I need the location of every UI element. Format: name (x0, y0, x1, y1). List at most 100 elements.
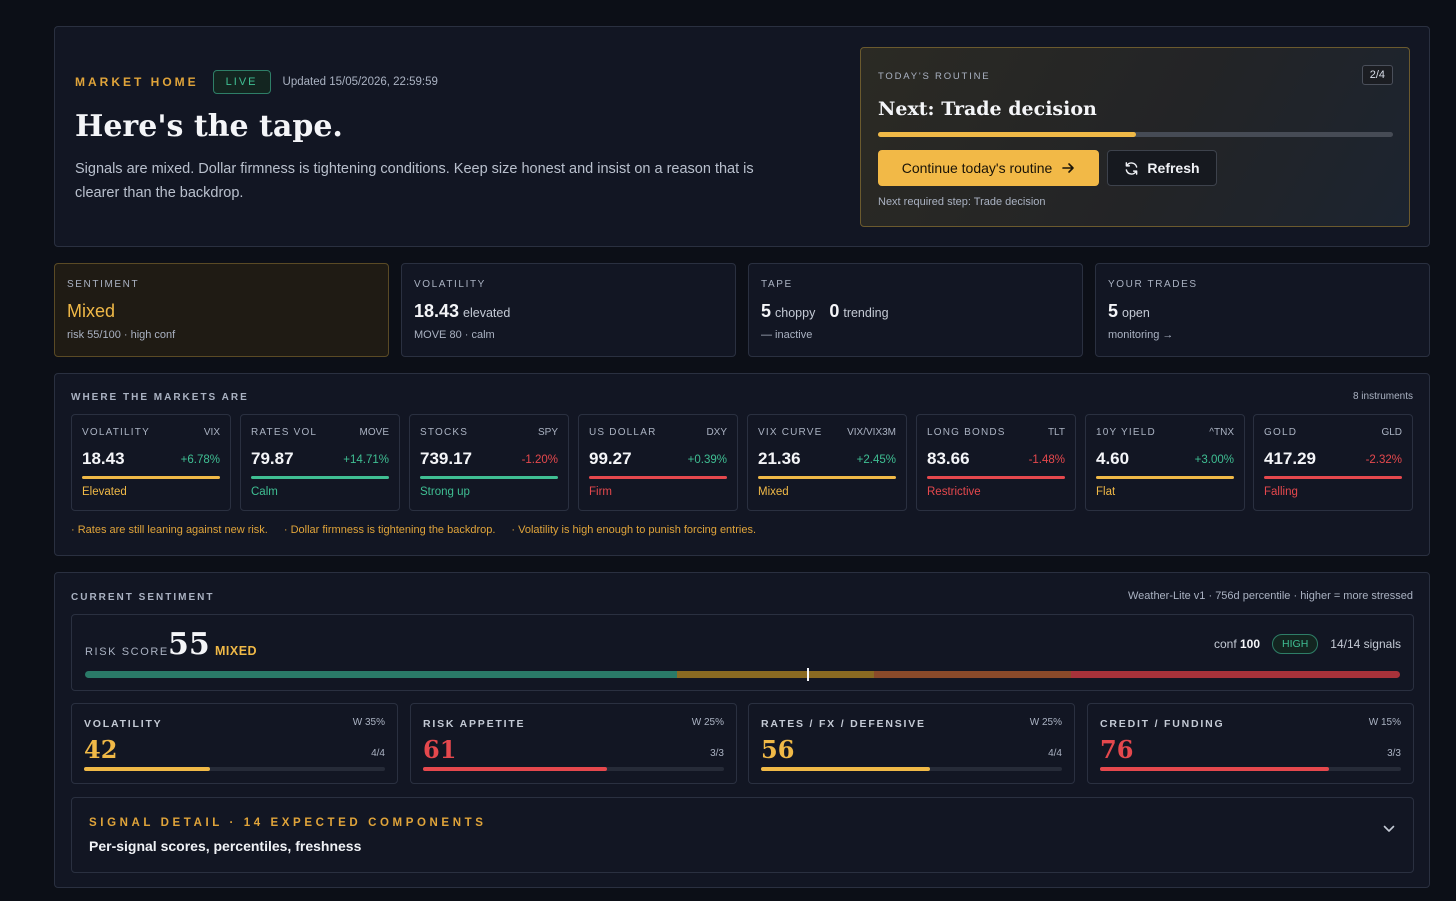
arrow-right-icon (1062, 163, 1075, 173)
instrument-card[interactable]: US DOLLAR DXY 99.27 +0.39% Firm (578, 414, 738, 511)
volatility-kicker: VOLATILITY (414, 279, 486, 290)
your-trades-card[interactable]: YOUR TRADES 5 open monitoring → (1095, 263, 1430, 357)
component-score-track (1100, 767, 1401, 771)
confidence-text: conf 100 (1214, 637, 1260, 651)
sentiment-card[interactable]: SENTIMENT Mixed risk 55/100 · high conf (54, 263, 389, 357)
instrument-value: 99.27 (589, 449, 632, 468)
instrument-change: +14.71% (343, 454, 389, 466)
instrument-status-line (82, 476, 220, 479)
page-title: Here's the tape. (75, 109, 343, 144)
component-score-fill (84, 767, 211, 771)
instrument-ticker: DXY (706, 427, 727, 438)
market-notes: · Rates are still leaning against new ri… (71, 524, 756, 536)
monitoring-link[interactable]: monitoring → (1108, 329, 1174, 341)
instrument-value: 83.66 (927, 449, 970, 468)
trades-unit: open (1122, 306, 1150, 320)
choppy-label: choppy (775, 306, 816, 320)
hero-kicker-row: MARKET HOME LIVE Updated 15/05/2026, 22:… (75, 70, 438, 94)
signal-detail-expander[interactable]: SIGNAL DETAIL · 14 EXPECTED COMPONENTS P… (71, 797, 1414, 873)
instrument-status-line (1096, 476, 1234, 479)
scale-mixed-segment (676, 671, 874, 678)
component-signal-count: 3/3 (1387, 748, 1401, 759)
market-home-hero: MARKET HOME LIVE Updated 15/05/2026, 22:… (54, 26, 1430, 247)
sentiment-component-card: RISK APPETITE W 25% 61 3/3 (410, 703, 737, 784)
risk-score-panel: RISK SCORE 55 MIXED conf 100 HIGH 14/14 … (71, 614, 1414, 691)
instrument-change: -1.20% (521, 454, 558, 466)
confidence-label: conf (1213, 637, 1237, 651)
component-name: RATES / FX / DEFENSIVE (761, 718, 926, 730)
market-note: · Volatility is high enough to punish fo… (511, 524, 757, 536)
current-sentiment-kicker: CURRENT SENTIMENT (71, 592, 215, 603)
component-signal-count: 3/3 (710, 748, 724, 759)
confidence-value: 100 (1240, 637, 1261, 651)
tape-kicker: TAPE (761, 279, 793, 290)
routine-kicker: TODAY'S ROUTINE (878, 71, 991, 82)
volatility-card[interactable]: VOLATILITY 18.43 elevated MOVE 80 · calm (401, 263, 736, 357)
component-weight: W 15% (1368, 717, 1401, 728)
instrument-card[interactable]: GOLD GLD 417.29 -2.32% Falling (1253, 414, 1413, 511)
instrument-status: Calm (251, 486, 278, 498)
component-score-track (423, 767, 724, 771)
instrument-name: GOLD (1264, 427, 1298, 438)
instrument-value: 417.29 (1264, 449, 1316, 468)
tape-sub: — inactive (761, 329, 813, 341)
instrument-status: Mixed (758, 486, 789, 498)
updated-timestamp: Updated 15/05/2026, 22:59:59 (282, 76, 438, 88)
instrument-name: RATES VOL (251, 427, 318, 438)
tape-value: 5 choppy 0 trending (761, 301, 899, 322)
instrument-card[interactable]: LONG BONDS TLT 83.66 -1.48% Restrictive (916, 414, 1076, 511)
routine-next-step: Next: Trade decision (878, 98, 1097, 120)
instrument-ticker: TLT (1047, 427, 1065, 438)
instrument-status-line (589, 476, 727, 479)
component-name: RISK APPETITE (423, 718, 526, 730)
markets-kicker: WHERE THE MARKETS ARE (71, 392, 249, 403)
instrument-status: Falling (1264, 486, 1298, 498)
instrument-status: Restrictive (927, 486, 981, 498)
instrument-status-line (251, 476, 389, 479)
instrument-card[interactable]: 10Y YIELD ^TNX 4.60 +3.00% Flat (1085, 414, 1245, 511)
instrument-value: 739.17 (420, 449, 472, 468)
volatility-unit: elevated (463, 306, 511, 320)
instrument-name: 10Y YIELD (1096, 427, 1156, 438)
market-note: · Dollar firmness is tightening the back… (283, 524, 496, 536)
component-signal-count: 4/4 (371, 748, 385, 759)
instrument-card[interactable]: VIX CURVE VIX/VIX3M 21.36 +2.45% Mixed (747, 414, 907, 511)
instrument-status-line (1264, 476, 1402, 479)
scale-elevated-segment (874, 671, 1072, 678)
sentiment-value-text: Mixed (67, 301, 116, 321)
component-weight: W 25% (1029, 717, 1062, 728)
trending-count: 0 (829, 301, 840, 321)
scale-stressed-segment (1071, 671, 1400, 678)
component-score-fill (423, 767, 607, 771)
instrument-ticker: SPY (537, 427, 558, 438)
sentiment-sub: risk 55/100 · high conf (67, 329, 176, 341)
refresh-button[interactable]: Refresh (1107, 150, 1217, 186)
instrument-ticker: VIX (203, 427, 220, 438)
market-summary-text: Signals are mixed. Dollar firmness is ti… (75, 161, 754, 201)
instrument-ticker: GLD (1381, 427, 1402, 438)
component-score-track (84, 767, 385, 771)
component-score-fill (761, 767, 930, 771)
component-name: VOLATILITY (84, 718, 163, 730)
instrument-value: 21.36 (758, 449, 801, 468)
component-score: 61 (423, 735, 457, 764)
instrument-ticker: MOVE (359, 427, 389, 438)
instrument-name: US DOLLAR (589, 427, 657, 438)
instrument-status: Elevated (82, 486, 127, 498)
continue-routine-button[interactable]: Continue today's routine (878, 150, 1099, 186)
instrument-change: +6.78% (180, 454, 220, 466)
component-signal-count: 4/4 (1048, 748, 1062, 759)
instrument-card[interactable]: VOLATILITY VIX 18.43 +6.78% Elevated (71, 414, 231, 511)
tape-card[interactable]: TAPE 5 choppy 0 trending — inactive (748, 263, 1083, 357)
risk-score-value: 55 (168, 627, 210, 662)
methodology-note: Weather-Lite v1 · 756d percentile · high… (1127, 590, 1413, 602)
instrument-name: VOLATILITY (82, 427, 150, 438)
choppy-count: 5 (761, 301, 772, 321)
instrument-value: 79.87 (251, 449, 294, 468)
instrument-card[interactable]: RATES VOL MOVE 79.87 +14.71% Calm (240, 414, 400, 511)
component-score: 76 (1100, 735, 1134, 764)
instrument-card[interactable]: STOCKS SPY 739.17 -1.20% Strong up (409, 414, 569, 511)
refresh-icon (1126, 161, 1138, 175)
instrument-status-line (927, 476, 1065, 479)
sentiment-kicker: SENTIMENT (67, 279, 140, 290)
